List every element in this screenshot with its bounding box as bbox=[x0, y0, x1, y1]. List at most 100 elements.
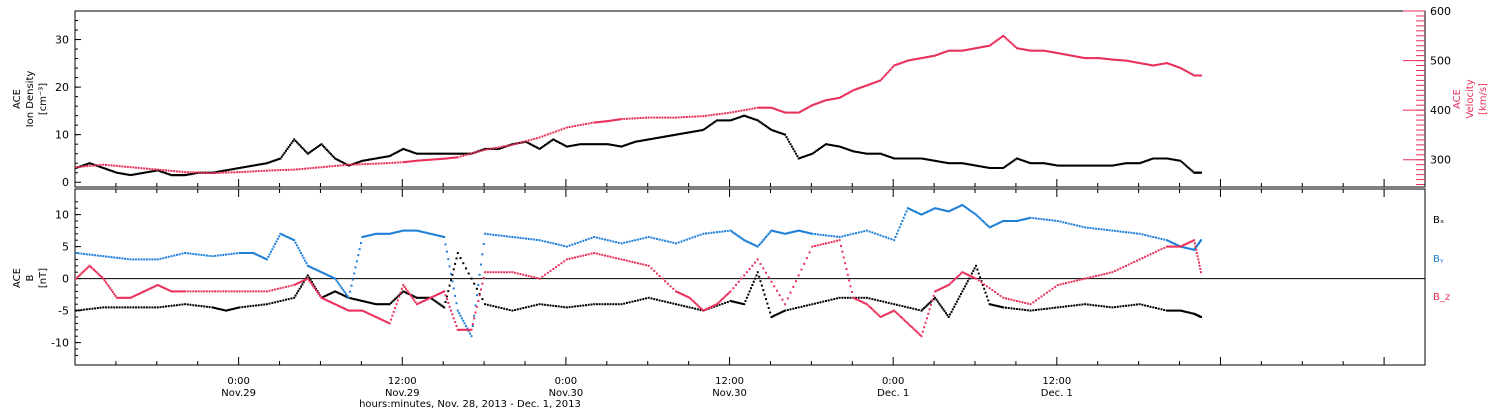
data-point bbox=[955, 276, 958, 279]
data-point bbox=[459, 314, 462, 317]
data-point bbox=[390, 154, 392, 157]
data-point bbox=[372, 314, 375, 317]
data-point bbox=[680, 132, 683, 135]
data-point bbox=[403, 229, 406, 232]
data-point bbox=[863, 85, 866, 88]
data-point bbox=[628, 117, 631, 120]
data-point bbox=[485, 147, 488, 150]
data-point bbox=[287, 298, 290, 301]
data-point bbox=[724, 295, 727, 298]
data-point bbox=[758, 106, 761, 109]
data-point bbox=[636, 140, 639, 143]
data-point bbox=[788, 231, 791, 234]
data-point bbox=[184, 252, 187, 254]
data-point bbox=[366, 301, 369, 304]
data-point bbox=[545, 143, 548, 146]
data-point bbox=[1071, 54, 1074, 57]
data-point bbox=[675, 242, 677, 245]
data-point bbox=[868, 305, 871, 308]
data-point bbox=[1187, 71, 1190, 74]
data-point bbox=[538, 277, 541, 280]
data-point bbox=[1029, 162, 1032, 165]
data-point bbox=[334, 290, 337, 293]
data-point bbox=[920, 335, 923, 338]
data-point bbox=[994, 223, 997, 226]
data-point bbox=[1155, 236, 1157, 239]
data-point bbox=[795, 111, 797, 114]
data-point bbox=[1074, 164, 1077, 167]
data-point bbox=[795, 307, 797, 309]
data-point bbox=[227, 171, 230, 174]
data-point bbox=[1086, 164, 1089, 167]
data-point bbox=[1172, 309, 1175, 312]
data-point bbox=[777, 231, 780, 234]
data-point bbox=[576, 241, 579, 244]
data-point bbox=[274, 288, 277, 291]
data-point bbox=[1116, 268, 1119, 271]
data-point bbox=[565, 126, 568, 129]
data-point bbox=[312, 283, 315, 286]
data-point bbox=[923, 56, 926, 59]
data-point bbox=[803, 155, 806, 158]
data-point bbox=[585, 123, 587, 125]
data-point bbox=[181, 290, 184, 293]
data-point bbox=[364, 163, 367, 166]
data-point bbox=[345, 295, 347, 298]
data-point bbox=[107, 168, 110, 171]
data-point bbox=[848, 91, 851, 94]
data-point bbox=[1082, 56, 1085, 59]
data-point bbox=[780, 231, 782, 234]
data-point bbox=[186, 252, 189, 255]
data-point bbox=[913, 210, 916, 213]
data-point bbox=[934, 54, 937, 57]
data-point bbox=[1015, 308, 1018, 310]
data-point bbox=[886, 155, 889, 158]
data-point bbox=[945, 312, 947, 315]
data-point bbox=[503, 145, 506, 148]
data-point bbox=[114, 294, 117, 297]
data-point bbox=[422, 296, 425, 299]
data-point bbox=[354, 298, 357, 301]
data-point bbox=[669, 241, 672, 244]
data-point bbox=[80, 309, 83, 311]
data-point bbox=[190, 172, 193, 175]
data-point bbox=[814, 302, 817, 305]
data-point bbox=[639, 117, 642, 119]
data-point bbox=[83, 164, 86, 167]
data-point bbox=[301, 167, 304, 170]
data-point bbox=[388, 232, 391, 235]
data-point bbox=[549, 132, 552, 135]
data-point bbox=[417, 152, 420, 155]
data-point bbox=[184, 174, 187, 177]
data-point bbox=[365, 159, 368, 162]
data-point bbox=[921, 330, 924, 333]
data-point bbox=[405, 160, 407, 163]
data-point bbox=[455, 257, 458, 260]
data-point bbox=[245, 165, 248, 168]
data-point bbox=[767, 276, 770, 279]
top-right-ylabel-2: Velocity bbox=[1465, 79, 1476, 118]
data-point bbox=[774, 230, 777, 233]
data-point bbox=[432, 233, 435, 236]
data-point bbox=[713, 305, 716, 308]
data-point bbox=[882, 153, 885, 156]
data-point bbox=[94, 307, 97, 310]
data-point bbox=[212, 171, 215, 174]
data-point bbox=[1115, 58, 1118, 61]
data-point bbox=[263, 257, 266, 260]
data-point bbox=[876, 152, 879, 155]
data-point bbox=[1090, 164, 1093, 167]
data-point bbox=[865, 152, 868, 155]
data-point bbox=[365, 301, 368, 303]
data-point bbox=[898, 304, 901, 307]
data-point bbox=[1065, 305, 1067, 308]
data-point bbox=[321, 271, 324, 274]
data-point bbox=[870, 307, 872, 309]
data-point bbox=[683, 305, 686, 308]
data-point bbox=[268, 169, 271, 172]
data-point bbox=[118, 172, 121, 175]
data-point bbox=[103, 279, 106, 282]
data-point bbox=[912, 209, 915, 212]
data-point bbox=[184, 171, 187, 174]
data-point bbox=[357, 309, 360, 312]
